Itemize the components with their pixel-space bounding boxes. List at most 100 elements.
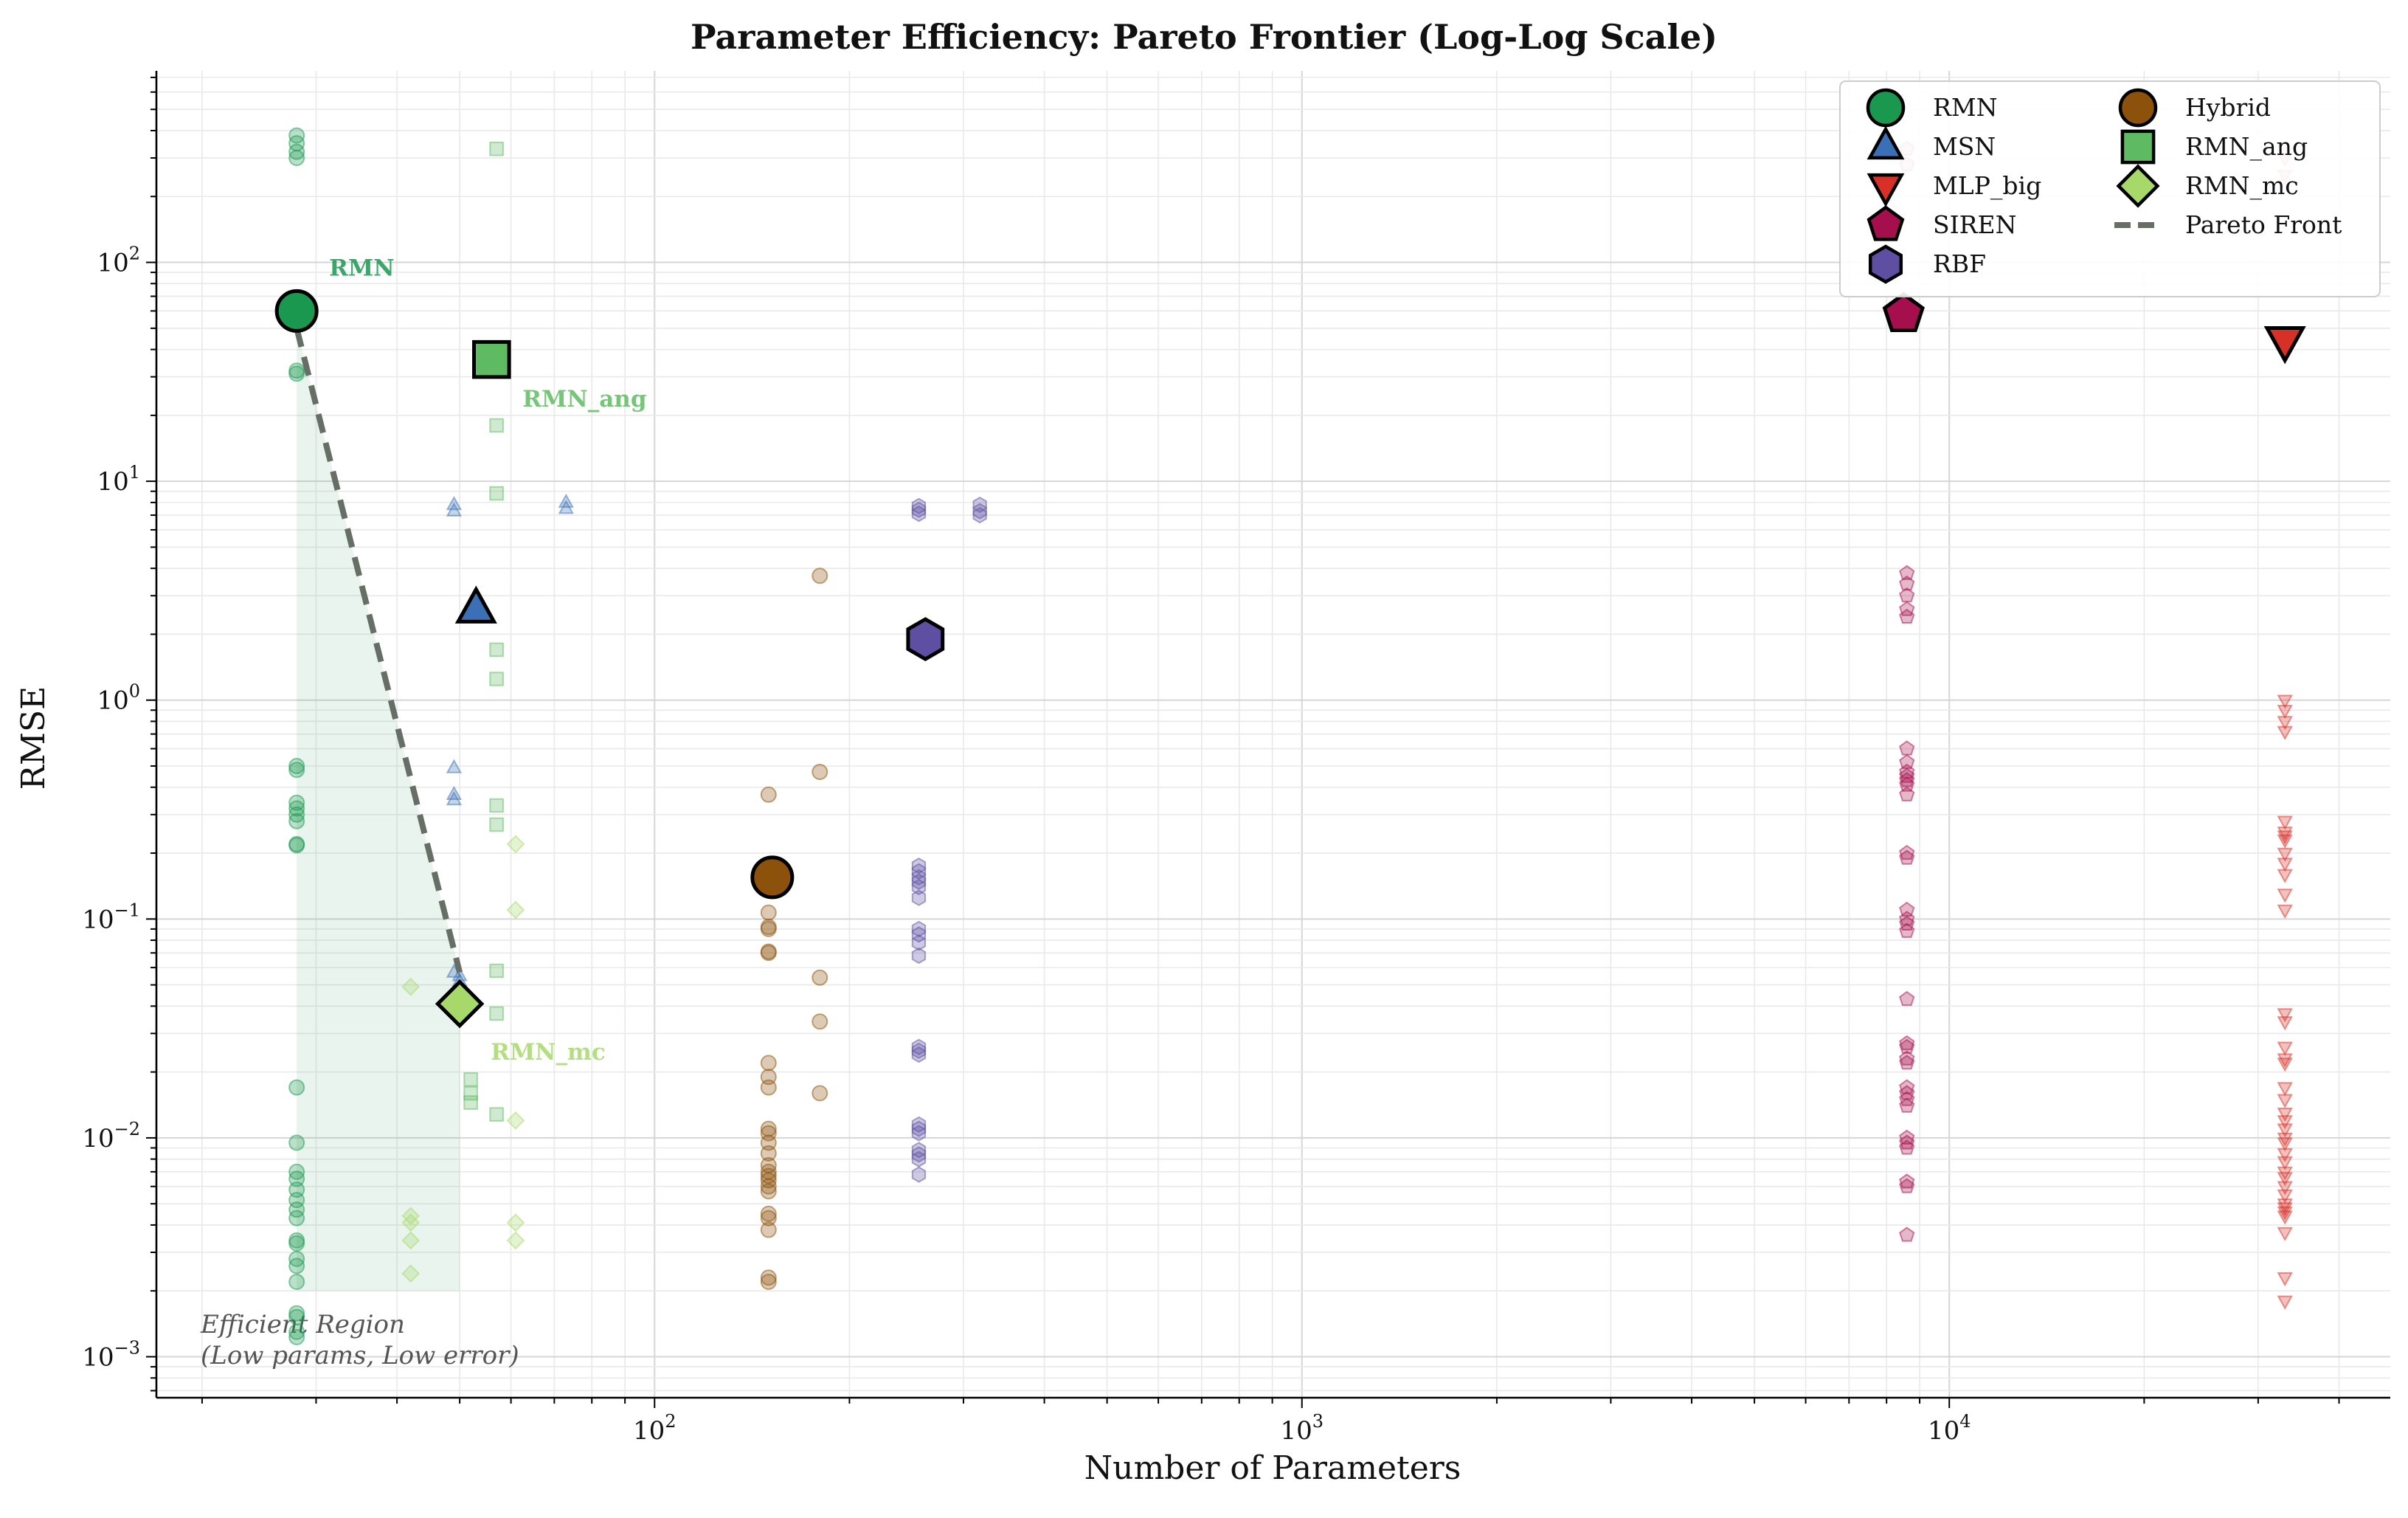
data-point-rbf [911, 934, 927, 951]
legend-label: Pareto Front [2185, 210, 2342, 239]
annotation-rmn: RMN [329, 255, 394, 281]
data-point-rmn-ang [489, 642, 504, 658]
data-point-mlp-big [2277, 716, 2293, 731]
data-point-msn [446, 759, 463, 773]
data-point-mlp-big [2277, 869, 2293, 883]
highlight-rbf [906, 617, 945, 661]
y-tick-label: 102 [97, 244, 140, 278]
data-point-rbf [911, 889, 927, 906]
data-point-mlp-big [2277, 834, 2293, 849]
y-tick-label: 10−3 [82, 1338, 140, 1373]
highlight-mlp-big [2263, 326, 2306, 365]
data-point-siren [1899, 1055, 1915, 1070]
annotation-rmn-ang: RMN_ang [522, 386, 646, 413]
x-tick-label: 102 [633, 1411, 677, 1446]
data-point-mlp-big [2277, 705, 2293, 720]
data-point-rmn-ang [489, 817, 504, 832]
legend-label: MLP_big [1933, 171, 2041, 201]
data-point-mlp-big [2277, 725, 2293, 741]
data-point-rmn-mc [401, 1207, 421, 1226]
legend-swatch-rmn-mc [2116, 164, 2160, 208]
data-point-siren [1899, 786, 1915, 801]
data-point-rbf [911, 1046, 927, 1063]
data-point-hybrid [812, 567, 828, 584]
data-point-rmn-mc [401, 977, 421, 996]
data-point-rmn [288, 1079, 305, 1096]
data-point-rmn-ang [489, 141, 504, 156]
data-point-siren [1899, 776, 1915, 792]
data-point-mlp-big [2277, 1295, 2293, 1310]
data-point-rmn [288, 150, 305, 167]
legend: RMN MSN MLP_big SIREN RBF Hybrid RMN_ang RMN_mc… [1839, 80, 2381, 297]
data-point-siren [1899, 1035, 1915, 1051]
legend-swatch-siren [1866, 205, 1905, 241]
data-point-rmn [288, 813, 305, 829]
legend-label: RMN_ang [2185, 132, 2308, 162]
data-point-siren [1899, 575, 1915, 591]
legend-swatch-rmn [1866, 88, 1906, 128]
data-point-mlp-big [2277, 1082, 2293, 1097]
annotation-rmn-mc: RMN_mc [491, 1039, 606, 1066]
data-point-mlp-big [2277, 1137, 2293, 1152]
data-point-siren [1899, 772, 1915, 787]
data-point-hybrid [812, 969, 828, 986]
data-point-rbf [911, 920, 927, 938]
data-point-rbf [972, 503, 987, 520]
data-point-mlp-big [2277, 830, 2293, 845]
data-point-mlp-big [2277, 1272, 2293, 1287]
highlight-rmn-ang [472, 339, 511, 379]
legend-label: RMN_mc [2185, 171, 2299, 201]
legend-label: Hybrid [2185, 93, 2271, 122]
y-tick-label: 10−2 [82, 1119, 140, 1153]
data-point-mlp-big [2277, 1210, 2293, 1225]
data-point-mlp-big [2277, 1107, 2293, 1122]
legend-box [1839, 80, 2381, 297]
data-point-rmn [288, 365, 305, 382]
data-point-mlp-big [2277, 1156, 2293, 1170]
data-point-mlp-big [2277, 1206, 2293, 1221]
y-tick-label: 101 [97, 462, 140, 497]
legend-label: SIREN [1933, 210, 2016, 239]
data-point-rmn-mc [506, 1213, 525, 1232]
data-point-rmn-mc [506, 1111, 525, 1130]
data-point-siren [1899, 1050, 1915, 1066]
data-point-rmn [288, 1273, 305, 1290]
data-point-hybrid [760, 920, 777, 937]
legend-swatch-mlp-big [1866, 173, 1905, 207]
data-point-siren [1899, 1227, 1915, 1242]
data-point-rmn-ang [489, 672, 504, 686]
data-point-rbf [911, 506, 927, 522]
data-point-siren [1899, 565, 1915, 580]
data-point-mlp-big [2277, 1016, 2293, 1031]
data-point-hybrid [760, 786, 777, 803]
data-point-rbf [972, 506, 987, 524]
data-point-mlp-big [2277, 1148, 2293, 1162]
data-point-mlp-big [2277, 1094, 2293, 1108]
data-point-rbf [911, 858, 927, 874]
data-point-siren [1899, 1139, 1915, 1155]
data-point-siren [1899, 1097, 1915, 1113]
data-point-mlp-big [2277, 889, 2293, 903]
x-tick-label: 103 [1280, 1411, 1324, 1446]
data-point-hybrid [760, 1221, 777, 1238]
data-point-rmn-ang [489, 418, 504, 433]
data-point-mlp-big [2277, 1227, 2293, 1242]
efficient-region: Efficient Region(Low params, Low error) [200, 328, 519, 1370]
data-point-siren [1899, 844, 1915, 860]
grid-lines [156, 71, 2390, 1398]
data-point-hybrid [812, 1085, 828, 1102]
data-point-msn [446, 790, 463, 806]
data-point-siren [1899, 911, 1915, 926]
data-point-rmn-ang [463, 1095, 478, 1110]
data-point-hybrid [812, 1013, 828, 1030]
data-point-hybrid [760, 904, 777, 921]
data-point-siren [1899, 849, 1915, 865]
data-point-mlp-big [2277, 1181, 2293, 1196]
data-point-rmn [288, 1235, 305, 1252]
legend-label: RMN [1933, 93, 1998, 122]
data-point-mlp-big [2277, 1202, 2293, 1217]
data-point-rbf [911, 878, 927, 896]
y-tick-label: 10−1 [82, 900, 140, 934]
data-point-mlp-big [2277, 1189, 2293, 1204]
